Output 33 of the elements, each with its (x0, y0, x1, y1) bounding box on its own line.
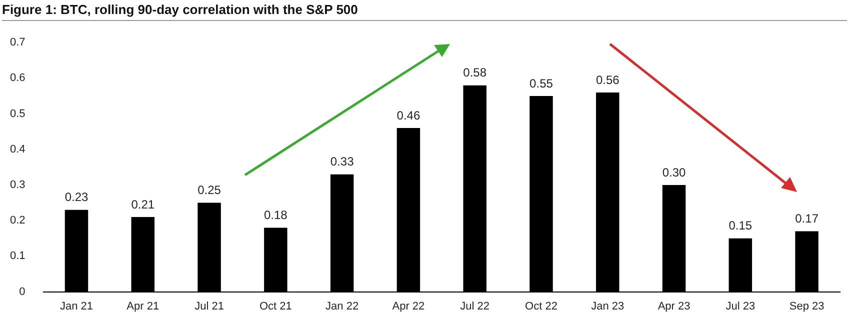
x-tick-label: Sep 23 (789, 300, 824, 312)
data-label: 0.30 (662, 165, 686, 180)
y-tick-label: 0.1 (10, 250, 26, 262)
data-label: 0.18 (264, 208, 288, 222)
data-label: 0.56 (596, 72, 620, 87)
x-tick-label: Jan 23 (591, 300, 624, 312)
data-label: 0.58 (463, 66, 487, 80)
y-tick-label: 0.6 (10, 72, 26, 84)
y-tick-label: 0.3 (10, 179, 26, 192)
x-tick-label: Jul 23 (726, 300, 756, 312)
data-label: 0.25 (198, 183, 222, 198)
x-tick-label: Apr 22 (392, 300, 425, 312)
data-label: 0.21 (131, 197, 155, 212)
x-tick-label: Oct 22 (525, 300, 558, 312)
y-tick-label: 0.4 (10, 143, 26, 156)
data-label: 0.55 (530, 76, 554, 90)
y-tick-label: 0 (19, 286, 26, 298)
data-label: 0.17 (795, 212, 819, 226)
chart-title: Figure 1: BTC, rolling 90-day correlation with the S&P 500 (2, 2, 847, 21)
y-tick-label: 0.5 (10, 108, 26, 120)
x-tick-label: Jan 21 (60, 300, 94, 312)
y-tick-label: 0.7 (10, 36, 26, 49)
x-tick-label: Jan 22 (326, 300, 359, 312)
x-tick-label: Oct 21 (259, 300, 292, 312)
data-label: 0.46 (396, 108, 420, 122)
data-label: 0.33 (330, 154, 354, 169)
x-tick-label: Jul 22 (460, 300, 490, 312)
y-tick-label: 0.2 (10, 214, 26, 227)
x-tick-label: Apr 23 (658, 300, 690, 312)
x-tick-label: Apr 21 (126, 300, 160, 312)
data-label: 0.23 (64, 190, 88, 204)
x-tick-label: Jul 21 (194, 300, 224, 312)
data-label: 0.15 (728, 218, 752, 233)
